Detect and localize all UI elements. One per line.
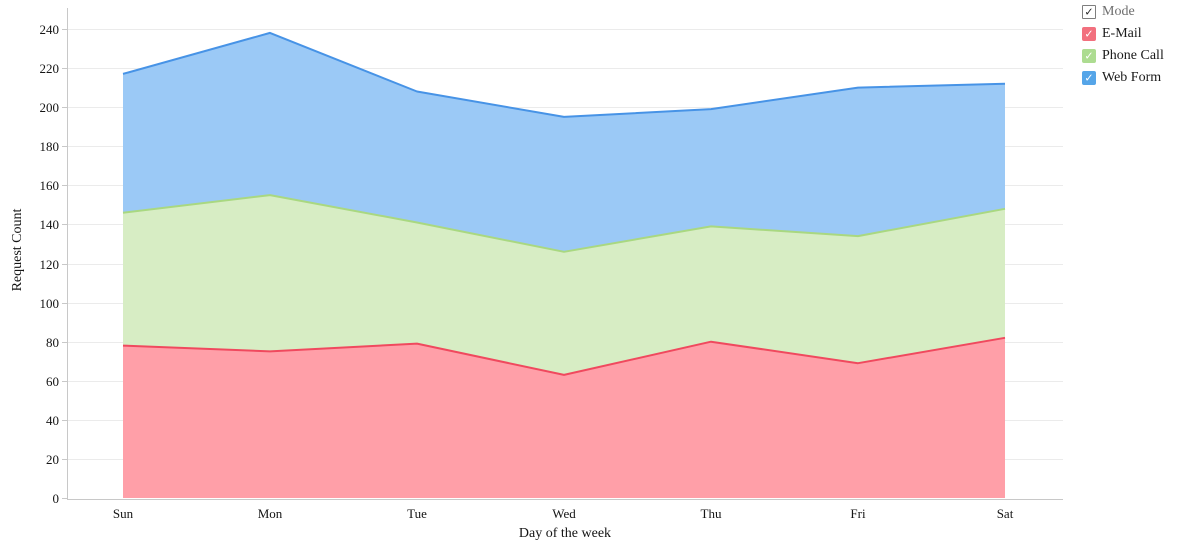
- y-tick-label: 180: [40, 139, 60, 154]
- y-axis-title: Request Count: [10, 208, 25, 291]
- x-tick-label: Wed: [552, 506, 576, 521]
- y-tick-label: 60: [46, 374, 59, 389]
- legend-item-e-mail[interactable]: ✓ E-Mail: [1082, 26, 1164, 41]
- x-tick-label: Tue: [407, 506, 427, 521]
- series-checkbox[interactable]: ✓: [1082, 71, 1096, 85]
- series-checkbox[interactable]: ✓: [1082, 27, 1096, 41]
- checkmark-icon: ✓: [1084, 27, 1094, 40]
- x-tick-label: Fri: [850, 506, 866, 521]
- y-tick-label: 20: [46, 452, 59, 467]
- line-series-web-form: [122, 31, 1006, 118]
- y-tick-label: 80: [46, 335, 59, 350]
- y-tick-label: 120: [40, 257, 60, 272]
- series-checkbox[interactable]: ✓: [1082, 49, 1096, 63]
- legend-series-list: ✓ E-Mail ✓ Phone Call ✓ Web Form: [1082, 26, 1164, 85]
- y-tick-label: 240: [40, 22, 60, 37]
- checkmark-icon: ✓: [1084, 49, 1094, 62]
- line-series-e-mail: [122, 336, 1006, 376]
- x-tick-label: Mon: [258, 506, 283, 521]
- y-tick-label: 100: [40, 296, 60, 311]
- legend-item-label: Web Form: [1102, 70, 1162, 85]
- legend-item-web-form[interactable]: ✓ Web Form: [1082, 70, 1164, 85]
- y-tick-label: 140: [40, 217, 60, 232]
- legend-item-label: E-Mail: [1102, 26, 1142, 41]
- checkmark-icon: ✓: [1084, 71, 1094, 84]
- y-tick-label: 200: [40, 100, 60, 115]
- legend-item-phone-call[interactable]: ✓ Phone Call: [1082, 48, 1164, 63]
- y-tick-label: 0: [53, 491, 60, 506]
- chart-legend: ✓ Mode ✓ E-Mail ✓ Phone Call ✓ Web Form: [1082, 4, 1164, 85]
- mode-checkbox[interactable]: ✓: [1082, 5, 1096, 19]
- y-tick-label: 40: [46, 413, 59, 428]
- legend-item-label: Phone Call: [1102, 48, 1164, 63]
- y-tick-label: 220: [40, 61, 60, 76]
- x-tick-label: Sun: [113, 506, 134, 521]
- x-axis-title: Day of the week: [519, 526, 611, 541]
- legend-mode-label: Mode: [1102, 4, 1135, 19]
- legend-mode-toggle[interactable]: ✓ Mode: [1082, 4, 1164, 19]
- line-series-phone-call: [122, 194, 1006, 253]
- y-tick-label: 160: [40, 178, 60, 193]
- area-series-e-mail: [123, 337, 1005, 498]
- x-tick-label: Thu: [701, 506, 722, 521]
- checkmark-icon: ✓: [1084, 5, 1094, 18]
- x-tick-label: Sat: [997, 506, 1014, 521]
